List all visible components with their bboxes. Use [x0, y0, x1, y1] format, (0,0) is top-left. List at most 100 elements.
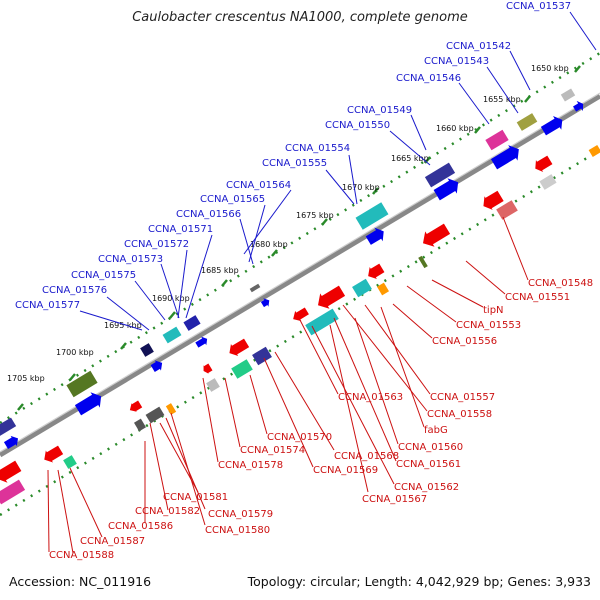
gene-arrow	[368, 263, 385, 280]
gene-arrow	[150, 360, 163, 373]
gene-arrow	[162, 326, 182, 344]
gene-arrow	[3, 435, 19, 450]
ruler-label: 1685 kbp	[201, 266, 239, 275]
gene-label-top[interactable]: CCNA_01542	[446, 41, 511, 52]
gene-label-top[interactable]: CCNA_01537	[506, 1, 571, 12]
ruler-label: 1690 kbp	[152, 294, 190, 303]
gene-label-bottom[interactable]: CCNA_01563	[338, 392, 403, 403]
gene-label-bottom[interactable]: CCNA_01568	[334, 451, 399, 462]
gene-label-bottom[interactable]: CCNA_01561	[396, 459, 461, 470]
gene-label-bottom[interactable]: CCNA_01587	[80, 536, 145, 547]
gene-label-top[interactable]: CCNA_01571	[148, 224, 213, 235]
gene-label-top[interactable]: CCNA_01573	[98, 254, 163, 265]
gene-label-top[interactable]: CCNA_01575	[71, 270, 136, 281]
gene-arrow	[145, 406, 165, 424]
gene-label-top[interactable]: CCNA_01572	[124, 239, 189, 250]
gene-arrow	[483, 190, 504, 210]
gene-label-bottom[interactable]: CCNA_01579	[208, 509, 273, 520]
gene-arrow	[260, 298, 270, 308]
gene-label-bottom[interactable]: CCNA_01578	[218, 460, 283, 471]
ruler-label: 1665 kbp	[391, 154, 429, 163]
gene-label-bottom[interactable]: CCNA_01560	[398, 442, 463, 453]
genome-summary-text: Topology: circular; Length: 4,042,929 bp…	[247, 574, 591, 589]
gene-label-bottom[interactable]: CCNA_01558	[427, 409, 492, 420]
gene-label-bottom[interactable]: CCNA_01570	[267, 432, 332, 443]
gene-arrow	[140, 343, 154, 357]
gene-label-bottom[interactable]: CCNA_01551	[505, 292, 570, 303]
gene-arrow	[0, 479, 26, 505]
gene-arrow	[129, 400, 143, 412]
ruler-label: 1705 kbp	[7, 374, 45, 383]
gene-label-bottom[interactable]: tipN	[483, 305, 504, 316]
gene-label-top[interactable]: CCNA_01576	[42, 285, 107, 296]
ruler-label: 1695 kbp	[104, 321, 142, 330]
forward-genes	[0, 88, 584, 450]
gene-arrow	[63, 455, 77, 469]
ruler-label: 1700 kbp	[56, 348, 94, 357]
gene-arrow	[560, 88, 576, 102]
ruler-label: 1675 kbp	[296, 211, 334, 220]
gene-label-bottom[interactable]: CCNA_01556	[432, 336, 497, 347]
ruler-line-top	[0, 51, 600, 425]
gene-arrow	[418, 255, 428, 269]
gene-arrow	[535, 155, 553, 173]
gene-arrow	[355, 202, 389, 230]
gene-label-bottom[interactable]: CCNA_01581	[163, 492, 228, 503]
gene-arrow	[203, 363, 213, 374]
gene-label-bottom[interactable]: CCNA_01553	[456, 320, 521, 331]
gene-arrow	[422, 223, 451, 247]
gene-label-top[interactable]: CCNA_01566	[176, 209, 241, 220]
gene-arrow	[183, 315, 201, 331]
gene-label-bottom[interactable]: CCNA_01569	[313, 465, 378, 476]
gene-arrow	[516, 113, 538, 131]
gene-arrow	[540, 116, 563, 136]
gene-label-top[interactable]: CCNA_01549	[347, 105, 412, 116]
gene-arrow	[0, 417, 17, 437]
gene-arrow	[229, 338, 250, 357]
gene-label-bottom[interactable]: CCNA_01580	[205, 525, 270, 536]
gene-label-bottom[interactable]: CCNA_01582	[135, 506, 200, 517]
gene-label-top[interactable]: CCNA_01565	[200, 194, 265, 205]
map-title: Caulobacter crescentus NA1000, complete …	[132, 10, 468, 25]
gene-label-top[interactable]: CCNA_01577	[15, 300, 80, 311]
gene-arrow	[573, 100, 584, 112]
gene-arrow	[485, 129, 509, 151]
ruler-label: 1670 kbp	[342, 183, 380, 192]
ruler-label: 1680 kbp	[250, 240, 288, 249]
gene-arrow	[539, 174, 557, 190]
gene-label-top[interactable]: CCNA_01555	[262, 158, 327, 169]
gene-arrow	[252, 346, 272, 366]
gene-arrow	[490, 145, 519, 170]
gene-label-bottom[interactable]: CCNA_01574	[240, 445, 305, 456]
gene-arrow	[249, 283, 261, 293]
gene-arrow	[433, 178, 459, 201]
gene-arrow	[133, 418, 147, 432]
bottom-leader-lines	[47, 216, 529, 554]
gene-label-bottom[interactable]: CCNA_01562	[394, 482, 459, 493]
gene-arrow	[293, 307, 309, 322]
gene-label-top[interactable]: CCNA_01564	[226, 180, 291, 191]
gene-arrow	[352, 278, 372, 298]
gene-arrow	[74, 392, 102, 416]
ruler-label: 1660 kbp	[436, 124, 474, 133]
gene-label-bottom[interactable]: fabG	[424, 425, 448, 436]
top-leader-lines	[79, 11, 597, 331]
gene-arrow	[365, 227, 384, 245]
gene-label-bottom[interactable]: CCNA_01586	[108, 521, 173, 532]
gene-arrow	[588, 144, 600, 158]
gene-label-bottom[interactable]: CCNA_01557	[430, 392, 495, 403]
gene-arrow	[0, 460, 22, 483]
ruler-label: 1650 kbp	[531, 64, 569, 73]
gene-label-top[interactable]: CCNA_01554	[285, 143, 350, 154]
gene-arrow	[231, 359, 253, 379]
gene-arrow	[44, 445, 64, 463]
gene-label-bottom[interactable]: CCNA_01567	[362, 494, 427, 505]
gene-label-bottom[interactable]: CCNA_01548	[528, 278, 593, 289]
gene-label-top[interactable]: CCNA_01546	[396, 73, 461, 84]
genome-backbone-highlight	[0, 92, 600, 453]
gene-label-top[interactable]: CCNA_01543	[424, 56, 489, 67]
gene-label-top[interactable]: CCNA_01550	[325, 120, 390, 131]
gene-label-bottom[interactable]: CCNA_01588	[49, 550, 114, 561]
ruler-label: 1655 kbp	[483, 95, 521, 104]
